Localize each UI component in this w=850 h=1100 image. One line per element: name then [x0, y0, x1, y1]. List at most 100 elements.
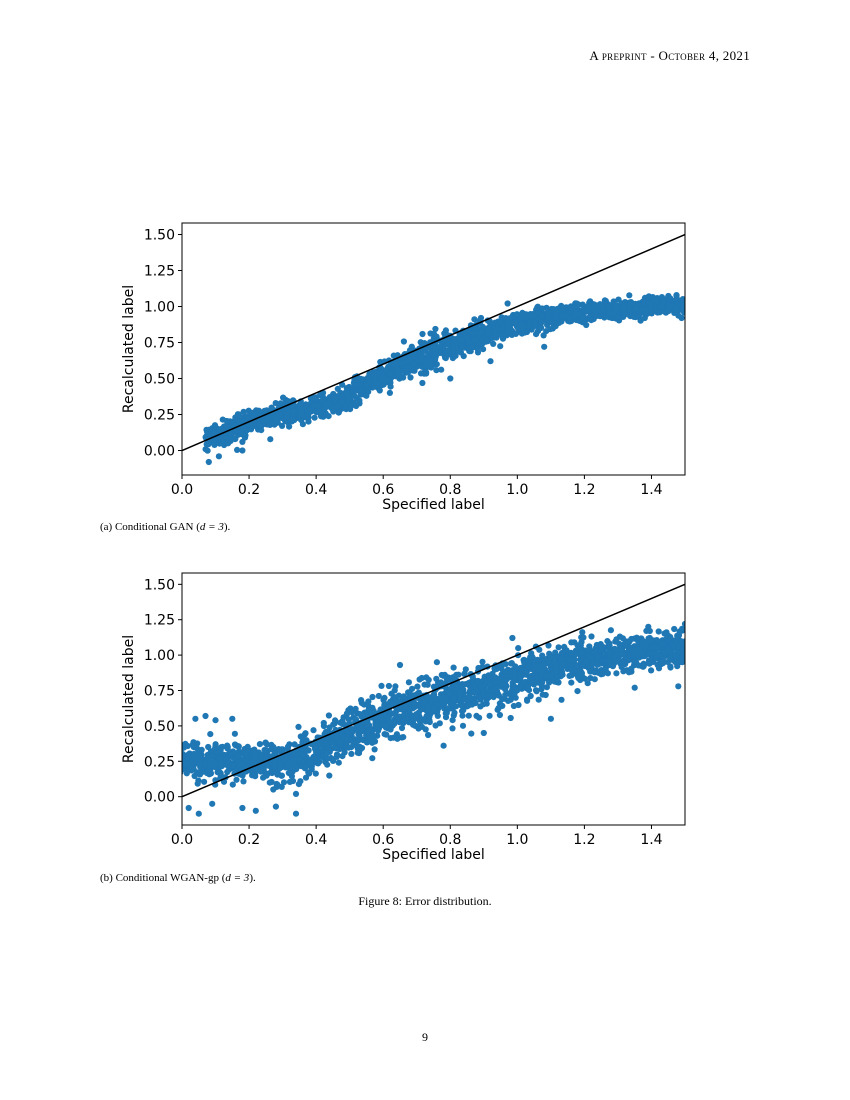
data-point	[467, 685, 474, 692]
data-point	[289, 777, 297, 785]
data-point	[682, 639, 685, 646]
data-point	[444, 337, 451, 344]
data-point	[370, 707, 377, 714]
data-point	[465, 712, 472, 719]
data-point	[658, 303, 665, 310]
data-point	[324, 755, 332, 762]
data-point	[667, 633, 674, 641]
data-point	[284, 745, 291, 752]
data-point	[286, 423, 293, 430]
data-point	[451, 709, 458, 716]
data-point	[411, 367, 418, 374]
data-point	[371, 383, 378, 390]
data-point	[531, 312, 538, 320]
x-tick-label: 1.4	[640, 482, 662, 498]
x-tick-label: 0.4	[305, 832, 327, 848]
data-point	[546, 650, 553, 657]
data-point	[514, 687, 521, 694]
data-point	[645, 623, 652, 630]
data-point	[534, 656, 541, 663]
data-point	[438, 366, 445, 373]
data-point	[471, 689, 478, 696]
y-axis-label: Recalculated label	[121, 635, 137, 763]
caption-b-prefix: (b) Conditional WGAN-gp (	[100, 872, 226, 884]
x-axis-label: Specified label	[382, 497, 485, 513]
data-point	[539, 305, 546, 312]
scatter-chart-a: 0.0 0.2 0.4 0.6 0.8 1.0 1.2 1.4 Specified label 0…	[115, 215, 715, 520]
data-point	[387, 726, 394, 733]
data-point	[270, 786, 277, 793]
data-point	[457, 689, 464, 696]
y-axis-label: Recalculated label	[121, 285, 137, 413]
data-point	[558, 303, 565, 311]
data-point	[223, 434, 230, 441]
data-point	[211, 441, 218, 448]
data-point	[211, 422, 219, 429]
data-point	[594, 653, 601, 660]
data-point	[271, 763, 278, 770]
data-point	[554, 671, 561, 679]
data-point	[183, 770, 190, 777]
data-point	[182, 747, 184, 754]
data-point	[297, 778, 304, 785]
data-point	[356, 397, 363, 404]
data-point	[466, 691, 473, 698]
data-point	[519, 309, 526, 316]
data-point	[369, 755, 376, 762]
data-point	[601, 314, 608, 321]
data-point	[290, 408, 297, 415]
data-point	[555, 644, 562, 651]
data-point	[613, 658, 620, 665]
data-point	[538, 318, 545, 325]
data-point	[418, 723, 425, 730]
data-point	[563, 647, 570, 654]
data-point	[504, 325, 511, 333]
data-point	[405, 679, 412, 686]
data-point	[390, 352, 397, 359]
data-point	[665, 308, 672, 315]
reference-line	[182, 583, 685, 798]
outlier-point	[396, 661, 404, 669]
x-tick-label: 1.2	[573, 832, 595, 848]
plot-frame	[181, 572, 686, 826]
data-point	[546, 660, 553, 667]
data-point	[205, 743, 212, 751]
plot-area-b	[181, 572, 686, 826]
data-point	[296, 756, 303, 763]
data-point	[444, 347, 451, 354]
data-point	[613, 670, 620, 677]
data-point	[446, 690, 453, 697]
data-point	[480, 346, 487, 353]
data-point	[400, 338, 407, 345]
x-tick-label: 0.0	[171, 482, 193, 498]
data-point	[425, 676, 432, 683]
data-point	[318, 741, 325, 748]
data-point	[273, 780, 280, 788]
y-tick-label: 1.50	[144, 577, 175, 593]
data-point	[685, 298, 691, 304]
data-point	[459, 722, 467, 729]
data-point	[473, 712, 480, 719]
plot-frame	[181, 222, 686, 476]
data-point	[263, 741, 271, 748]
data-point	[352, 705, 359, 712]
y-tick-label: 0.50	[144, 372, 175, 388]
data-point	[433, 367, 440, 374]
data-point	[358, 725, 365, 732]
outlier-point	[215, 453, 222, 460]
x-axis-label: Specified label	[382, 847, 485, 863]
data-point	[571, 650, 578, 657]
data-point	[333, 751, 341, 758]
data-point	[343, 710, 351, 717]
data-point	[406, 706, 413, 713]
data-point	[218, 755, 225, 762]
data-point	[440, 672, 447, 679]
plot-area-a	[181, 222, 691, 476]
data-point	[546, 679, 553, 686]
data-point	[545, 314, 552, 321]
data-point	[449, 717, 456, 724]
data-point	[266, 421, 273, 428]
outlier-point	[212, 717, 219, 724]
data-point	[527, 654, 534, 661]
outlier-point	[363, 392, 370, 399]
